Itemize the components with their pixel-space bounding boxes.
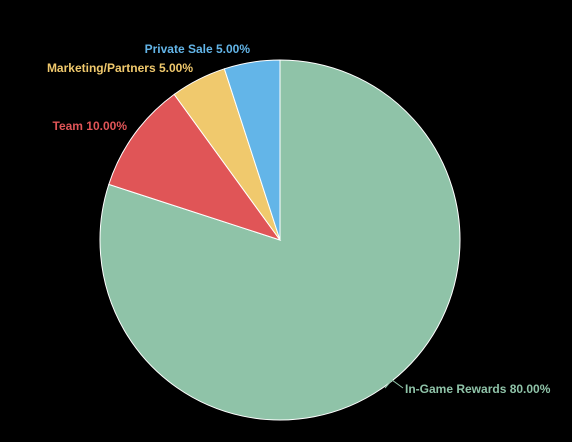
slices-layer — [99, 59, 461, 421]
slice-label-marketing-partners: Marketing/Partners 5.00% — [47, 61, 193, 75]
leader-line-in-game-rewards — [384, 379, 404, 389]
slice-label-in-game-rewards: In-Game Rewards 80.00% — [405, 382, 551, 396]
slice-label-team: Team 10.00% — [53, 119, 128, 133]
pie-slice-private-sale[interactable] — [223, 59, 281, 241]
labels-layer: In-Game Rewards 80.00% Team 10.00% Marketi… — [47, 42, 551, 396]
leader-lines-layer — [384, 379, 404, 389]
pie-slice-team[interactable] — [108, 93, 282, 241]
slice-label-private-sale: Private Sale 5.00% — [145, 42, 251, 56]
pie-slice-in-game-rewards[interactable] — [99, 59, 461, 421]
